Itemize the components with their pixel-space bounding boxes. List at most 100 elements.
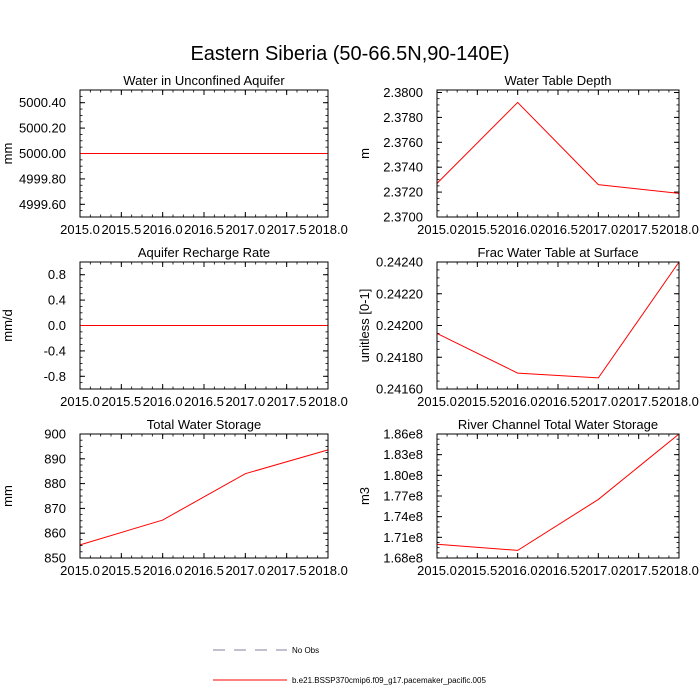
x-tick-label: 2017.0 (578, 222, 618, 237)
y-tick-label: 2.3700 (383, 210, 423, 225)
x-tick-label: 2017.5 (267, 563, 307, 578)
x-tick-label: 2017.5 (267, 394, 307, 409)
y-axis-label: mm/d (0, 309, 15, 342)
plot-frame (436, 261, 680, 390)
x-tick-label: 2015.0 (417, 394, 457, 409)
x-tick-label: 2017.0 (225, 394, 265, 409)
x-tick-label: 2016.5 (184, 563, 224, 578)
panel-title: Total Water Storage (147, 417, 261, 432)
plot-frame (436, 89, 680, 218)
x-tick-label: 2018.0 (308, 222, 348, 237)
plot-frame (79, 89, 329, 218)
panel-1: Water in Unconfined Aquifer mm 2015.0 2015.… (0, 73, 348, 237)
y-tick-label: 0.24220 (376, 286, 423, 301)
x-tick-label: 2015.5 (457, 222, 497, 237)
x-tick-label: 2018.0 (659, 394, 699, 409)
y-tick-label: 0.24160 (376, 382, 423, 397)
x-tick-label: 2017.0 (225, 563, 265, 578)
x-tick-label: 2016.0 (498, 394, 538, 409)
y-tick-label: 1.80e8 (383, 468, 423, 483)
x-tick-label: 2016.0 (498, 563, 538, 578)
x-tick-label: 2017.5 (619, 394, 659, 409)
panel-title: Water in Unconfined Aquifer (123, 73, 285, 88)
x-tick-label: 2015.0 (60, 394, 100, 409)
plot-frame (436, 433, 680, 559)
legend: No Obs b.e21.BSSP370cmip6.f09_g17.pacema… (213, 646, 486, 685)
x-tick-label: 2015.5 (101, 222, 141, 237)
y-tick-label: 2.3720 (383, 185, 423, 200)
x-tick-label: 2017.0 (225, 222, 265, 237)
y-tick-label: 1.71e8 (383, 530, 423, 545)
y-tick-label: 2.3760 (383, 135, 423, 150)
y-axis-label: m3 (357, 487, 372, 505)
x-tick-label: 2017.5 (619, 222, 659, 237)
figure-title: Eastern Siberia (50-66.5N,90-140E) (190, 43, 509, 65)
y-tick-label: -0.4 (44, 343, 66, 358)
y-tick-label: 2.3780 (383, 110, 423, 125)
y-tick-label: 1.86e8 (383, 427, 423, 442)
y-tick-label: 0.4 (48, 293, 66, 308)
y-axis-label: m (357, 148, 372, 159)
plot-frame (79, 261, 329, 390)
series-line (436, 101, 680, 194)
plot-frame (79, 433, 329, 559)
y-tick-label: 1.77e8 (383, 489, 423, 504)
x-tick-label: 2016.5 (538, 222, 578, 237)
y-tick-label: -0.8 (44, 369, 66, 384)
y-tick-label: 1.83e8 (383, 447, 423, 462)
y-tick-label: 1.68e8 (383, 551, 423, 566)
x-tick-label: 2016.5 (538, 563, 578, 578)
series-line (436, 433, 680, 551)
x-tick-label: 2016.5 (538, 394, 578, 409)
x-tick-label: 2015.0 (417, 222, 457, 237)
y-tick-label: 870 (44, 501, 66, 516)
panel-title: Frac Water Table at Surface (477, 245, 638, 260)
x-tick-label: 2015.5 (457, 394, 497, 409)
y-tick-label: 5000.00 (19, 146, 66, 161)
x-tick-label: 2017.5 (267, 222, 307, 237)
legend-label-no-obs: No Obs (292, 646, 319, 655)
y-axis-label: unitless [0-1] (357, 289, 372, 363)
x-tick-label: 2015.0 (417, 563, 457, 578)
x-tick-label: 2015.5 (101, 394, 141, 409)
y-tick-label: 2.3800 (383, 85, 423, 100)
panel-4: Frac Water Table at Surface unitless [0-1… (357, 245, 699, 409)
x-tick-label: 2016.0 (498, 222, 538, 237)
panel-2: Water Table Depth m 2015.0 2015.5 2016.0 2016… (357, 73, 699, 237)
legend-label-model: b.e21.BSSP370cmip6.f09_g17.pacemaker_pac… (292, 676, 486, 685)
x-tick-label: 2018.0 (659, 563, 699, 578)
x-tick-label: 2015.0 (60, 563, 100, 578)
x-tick-label: 2017.5 (619, 563, 659, 578)
panel-title: River Channel Total Water Storage (458, 417, 658, 432)
y-tick-label: 0.24200 (376, 318, 423, 333)
panel-title: Aquifer Recharge Rate (138, 245, 270, 260)
x-tick-label: 2016.0 (143, 394, 183, 409)
y-tick-label: 880 (44, 476, 66, 491)
y-tick-label: 860 (44, 526, 66, 541)
y-tick-label: 0.8 (48, 267, 66, 282)
x-tick-label: 2016.5 (184, 394, 224, 409)
y-tick-label: 900 (44, 427, 66, 442)
x-tick-label: 2017.0 (578, 394, 618, 409)
y-tick-label: 0.24180 (376, 350, 423, 365)
x-tick-label: 2016.0 (143, 563, 183, 578)
y-axis-label: mm (0, 143, 15, 165)
series-line (436, 261, 680, 379)
x-tick-label: 2015.5 (457, 563, 497, 578)
y-tick-label: 890 (44, 451, 66, 466)
y-tick-label: 0.0 (48, 318, 66, 333)
series-line (79, 449, 329, 546)
x-tick-label: 2018.0 (659, 222, 699, 237)
x-tick-label: 2015.5 (101, 563, 141, 578)
y-tick-label: 1.74e8 (383, 509, 423, 524)
x-tick-label: 2015.0 (60, 222, 100, 237)
y-tick-label: 4999.80 (19, 171, 66, 186)
x-tick-label: 2016.5 (184, 222, 224, 237)
y-axis-label: mm (0, 485, 15, 507)
y-tick-label: 850 (44, 551, 66, 566)
y-tick-label: 4999.60 (19, 197, 66, 212)
